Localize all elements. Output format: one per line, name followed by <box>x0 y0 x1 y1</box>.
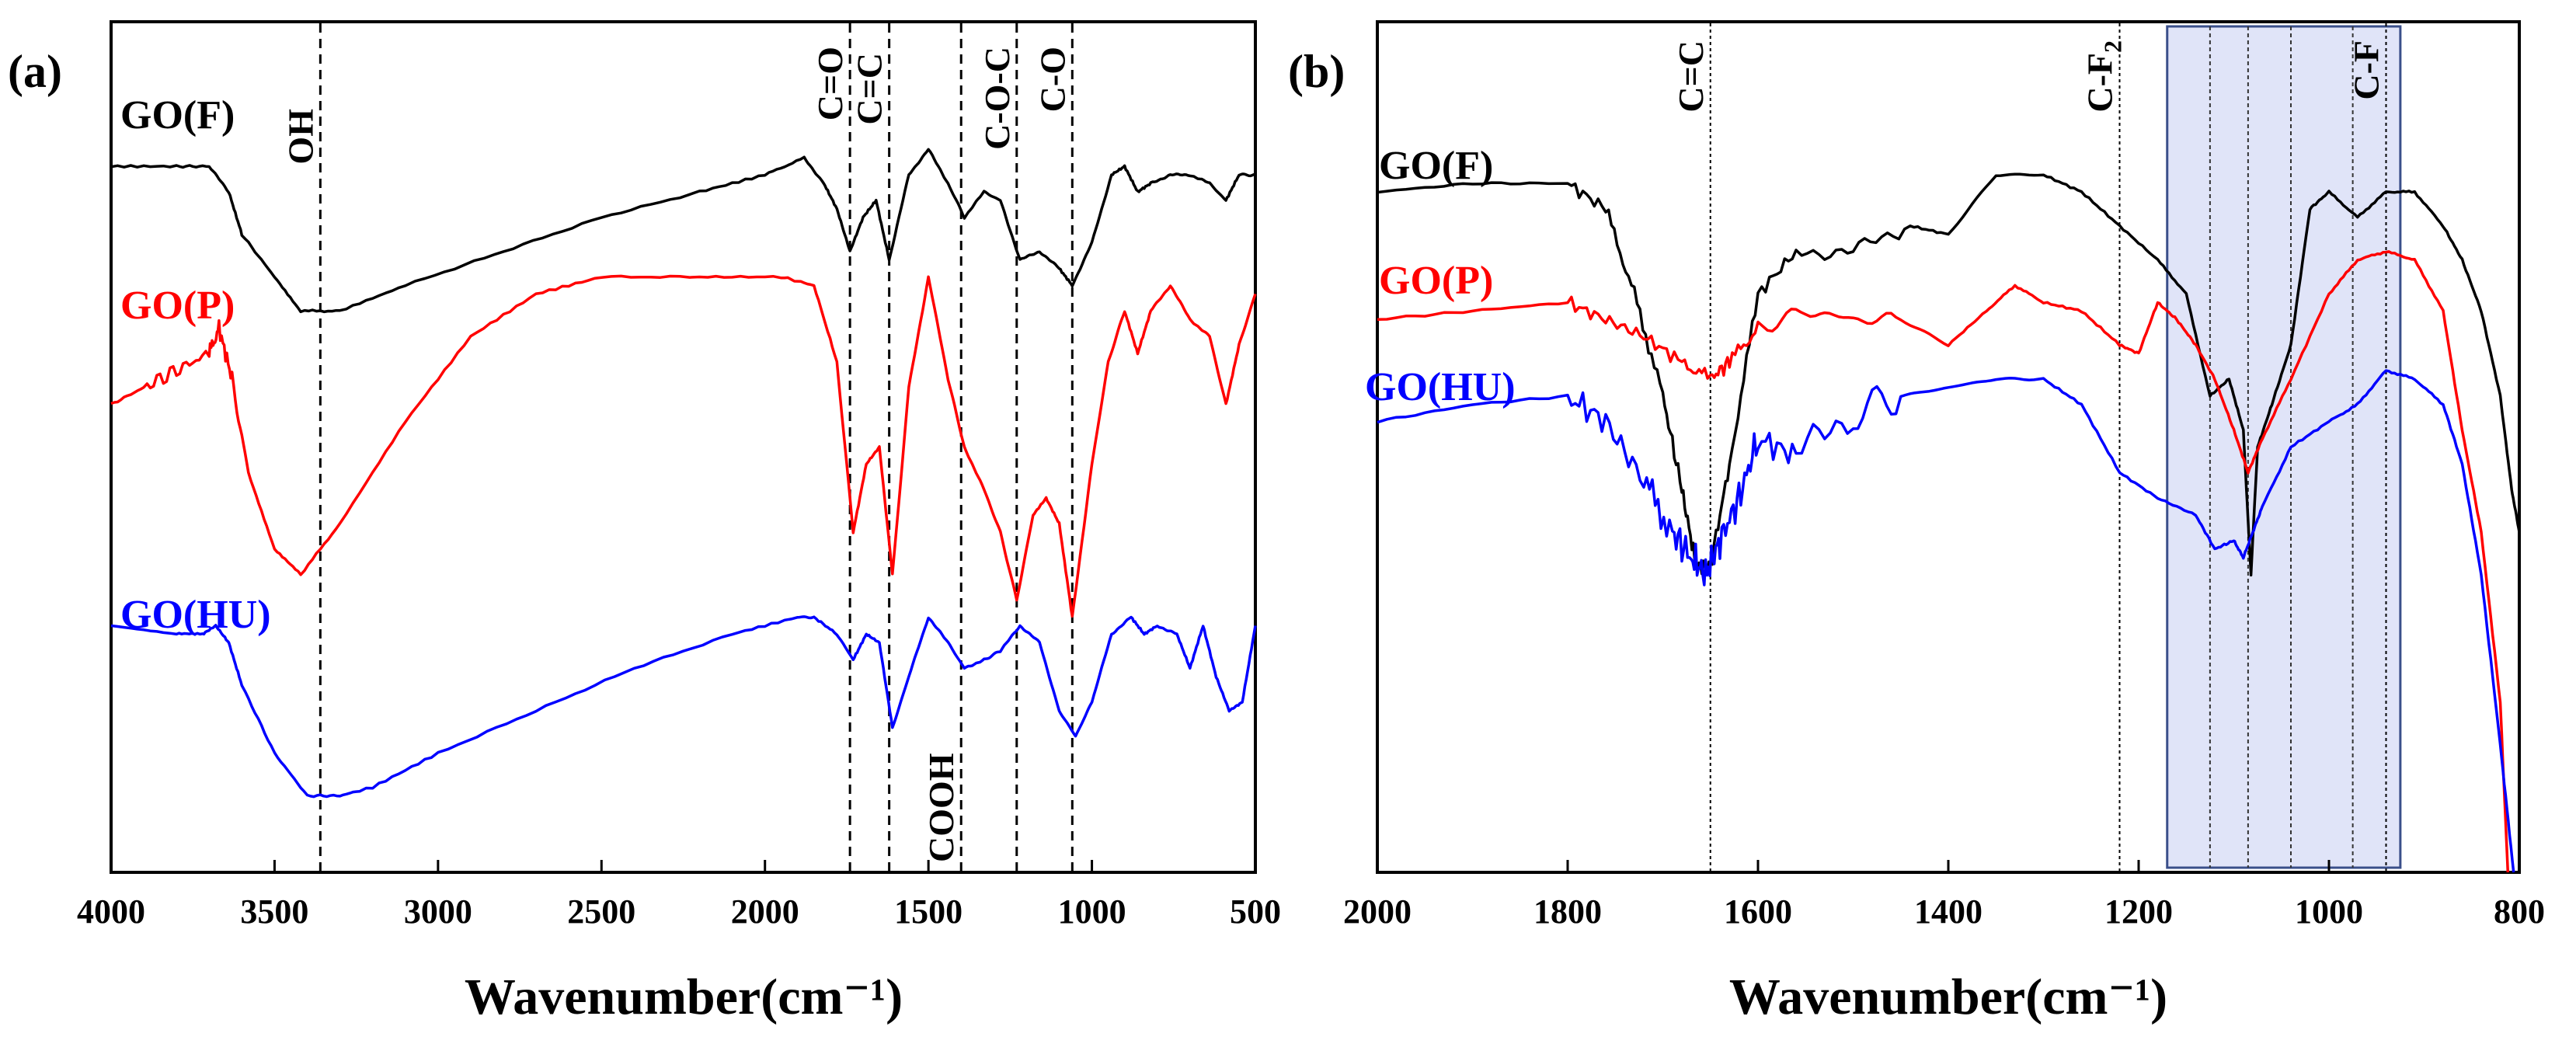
panel-b-x-tick-label: 800 <box>2494 893 2545 931</box>
panel-a-annotation-oh: OH <box>280 109 320 165</box>
panel-a-annotation-c-o: C-O <box>1032 47 1072 112</box>
panel-a-x-tick-label: 3000 <box>404 893 472 931</box>
panel-a-series-label-go-f: GO(F) <box>120 93 235 137</box>
panel-a-annotations: OH C=O C=C COOH C-O-C C-O <box>280 23 1074 871</box>
panel-b-x-axis-label: Wavenumber(cm⁻¹) <box>1729 969 2167 1025</box>
panel-b-x-tick-label: 1000 <box>2295 893 2363 931</box>
panel-b-x-tick-label: 1800 <box>1533 893 1602 931</box>
panel-b-x-axis: 2000 1800 1600 1400 1200 1000 800 <box>1343 860 2545 931</box>
panel-b-annotation-c-f: C-F <box>2347 40 2386 100</box>
panel-a-x-axis-label: Wavenumber(cm⁻¹) <box>465 969 903 1025</box>
panel-b-x-tick-label: 2000 <box>1343 893 1412 931</box>
panel-b-series-label-go-hu: GO(HU) <box>1365 365 1516 409</box>
panel-a-annotation-c-o: C=O <box>810 47 850 120</box>
panel-b-annotation-c-f2: C-F2 <box>2080 40 2127 113</box>
panel-b-series-go-f <box>1377 172 2521 577</box>
panel-b-series-go-p <box>1377 250 2510 873</box>
panel-a-x-tick-label: 500 <box>1230 893 1281 931</box>
panel-a-frame <box>110 20 1257 874</box>
panel-a-series <box>110 148 1257 799</box>
panel-a-x-axis: 4000 3500 3000 2500 2000 1500 1000 500 <box>77 860 1281 931</box>
panel-a-x-tick-label: 1500 <box>894 893 963 931</box>
panel-b-series-labels: GO(F) GO(P) GO(HU) <box>1365 144 1516 409</box>
panel-a-series-label-go-hu: GO(HU) <box>120 593 271 637</box>
panel-a-annotation-c-o-c: C-O-C <box>977 47 1017 150</box>
panel-a-series-go-hu <box>110 615 1257 799</box>
panel-b-series-label-go-p: GO(P) <box>1379 259 1493 303</box>
panel-b-x-tick-label: 1200 <box>2104 893 2173 931</box>
panel-a: (a) OH C=O C=C COOH C-O-C C-O GO(F) GO(P) GO(HU… <box>8 20 1281 1025</box>
panel-a-annotation-c-c: C=C <box>850 53 889 125</box>
panel-a-series-labels: GO(F) GO(P) GO(HU) <box>120 93 271 637</box>
panel-b-highlight-band <box>2166 25 2402 869</box>
panel-a-label: (a) <box>8 46 62 97</box>
panel-a-series-go-p <box>110 274 1257 618</box>
panel-a-series-label-go-p: GO(P) <box>120 284 235 328</box>
panel-b-label: (b) <box>1288 46 1345 97</box>
panel-b-guide-lines <box>2209 26 2354 868</box>
panel-a-x-tick-label: 2000 <box>731 893 799 931</box>
panel-a-x-tick-label: 1000 <box>1058 893 1126 931</box>
panel-b-x-tick-label: 1600 <box>1724 893 1792 931</box>
panel-a-series-go-f <box>110 148 1256 314</box>
panel-b-x-tick-label: 1400 <box>1914 893 1982 931</box>
panel-b-series-go-hu <box>1377 369 2515 873</box>
panel-b: (b) C=C C-F2 C-F GO(F) GO(P) GO(HU) 2000 1800… <box>1288 20 2545 1025</box>
panel-b-annotation-c-c: C=C <box>1671 40 1711 113</box>
panel-a-x-tick-label: 2500 <box>567 893 635 931</box>
panel-a-x-tick-label: 3500 <box>240 893 308 931</box>
panel-a-annotation-cooh: COOH <box>921 753 961 862</box>
panel-a-x-tick-label: 4000 <box>77 893 145 931</box>
panel-b-series-label-go-f: GO(F) <box>1379 144 1493 188</box>
panel-b-series <box>1377 172 2521 873</box>
